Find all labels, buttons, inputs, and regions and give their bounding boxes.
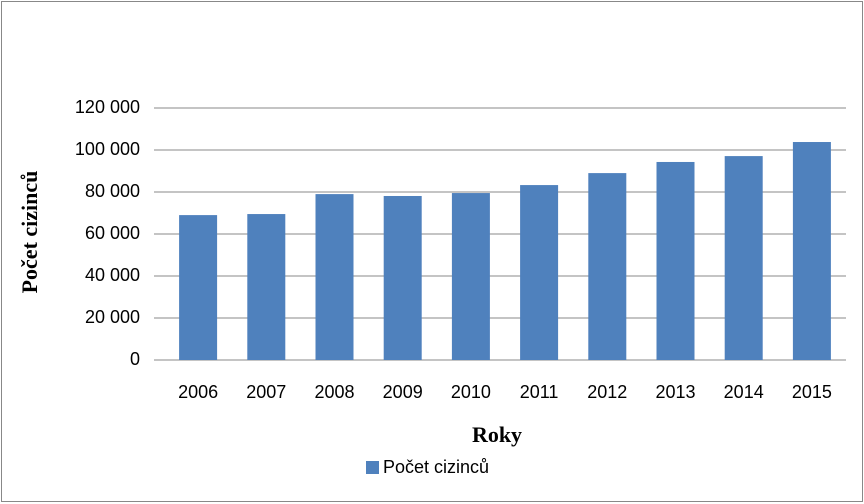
bar <box>179 215 218 360</box>
legend-swatch <box>366 461 379 474</box>
bar <box>792 142 831 360</box>
bar <box>520 185 559 360</box>
y-tick-label: 20 000 <box>85 307 140 327</box>
y-axis-label: Počet cizinců <box>17 171 42 294</box>
legend-label: Počet cizinců <box>383 457 489 477</box>
x-tick-label: 2009 <box>383 382 423 402</box>
bar <box>588 173 627 360</box>
y-tick-label: 0 <box>130 349 140 369</box>
x-tick-label: 2008 <box>314 382 354 402</box>
bar <box>383 195 422 360</box>
bar <box>724 156 763 360</box>
x-tick-label: 2010 <box>451 382 491 402</box>
x-tick-label: 2013 <box>655 382 695 402</box>
x-tick-label: 2015 <box>792 382 832 402</box>
y-tick-label: 100 000 <box>75 139 140 159</box>
x-tick-label: 2011 <box>520 382 559 402</box>
y-tick-label: 60 000 <box>85 223 140 243</box>
y-tick-label: 120 000 <box>75 97 140 117</box>
y-tick-label: 80 000 <box>85 181 140 201</box>
x-tick-label: 2014 <box>724 382 764 402</box>
x-tick-label: 2007 <box>246 382 286 402</box>
x-axis-label: Roky <box>472 422 522 447</box>
x-tick-label: 2006 <box>178 382 218 402</box>
bar <box>315 194 354 360</box>
x-tick-label: 2012 <box>587 382 627 402</box>
bar <box>656 161 695 360</box>
bar <box>247 214 286 360</box>
bar <box>451 193 490 360</box>
y-tick-label: 40 000 <box>85 265 140 285</box>
